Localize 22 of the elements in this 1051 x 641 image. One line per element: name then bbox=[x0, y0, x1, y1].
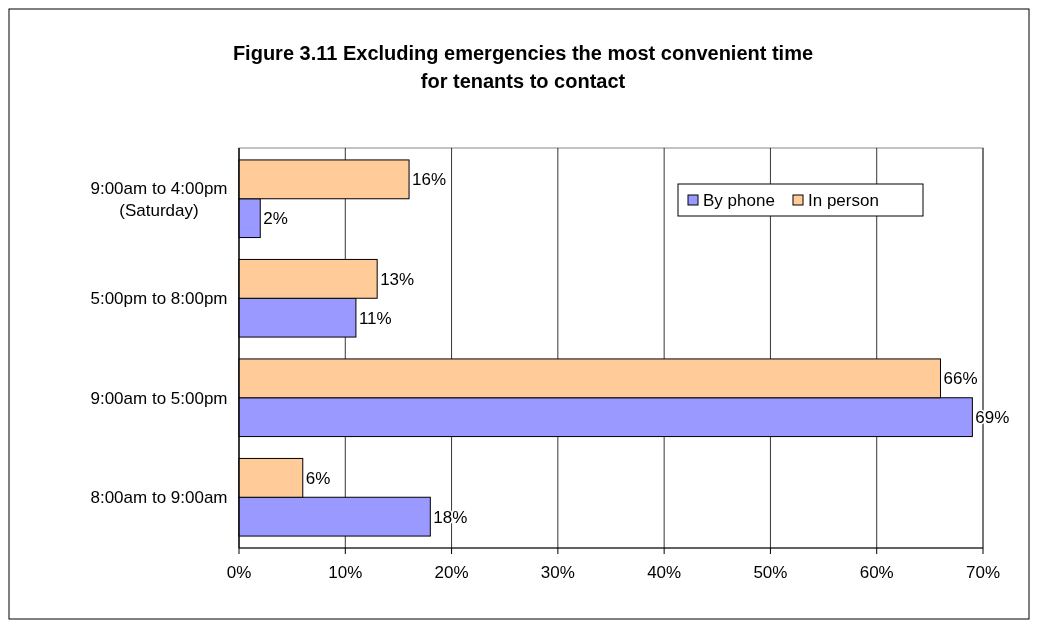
data-label: 66% bbox=[943, 369, 978, 389]
x-tick-label: 60% bbox=[859, 563, 894, 582]
y-tick-label: 9:00am to 5:00pm bbox=[90, 388, 228, 408]
data-label: 6% bbox=[305, 468, 331, 488]
legend-label: In person bbox=[808, 191, 879, 210]
x-tick-label: 0% bbox=[226, 563, 252, 582]
x-tick-label: 10% bbox=[328, 563, 363, 582]
x-tick-label: 30% bbox=[540, 563, 575, 582]
y-tick-label: 8:00am to 9:00am bbox=[90, 488, 228, 508]
data-label: 13% bbox=[380, 269, 415, 289]
chart-title: Figure 3.11 Excluding emergencies the most convenient time for tenants to contact bbox=[232, 42, 814, 92]
data-label: 11% bbox=[358, 308, 392, 328]
y-tick-label: 5:00pm to 8:00pm bbox=[90, 289, 228, 309]
legend-label: By phone bbox=[703, 191, 775, 210]
x-tick-label: 40% bbox=[647, 563, 682, 582]
data-label: 16% bbox=[412, 170, 447, 190]
data-label: 69% bbox=[975, 408, 1010, 428]
x-tick-label: 20% bbox=[434, 563, 469, 582]
x-tick-label: 50% bbox=[753, 563, 788, 582]
x-tick-label: 70% bbox=[965, 563, 1001, 582]
data-label: 2% bbox=[263, 209, 288, 229]
y-tick-label: 9:00am to 4:00pm (Saturday) bbox=[90, 178, 228, 220]
